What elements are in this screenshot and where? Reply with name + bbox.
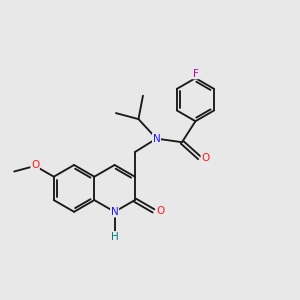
Text: O: O [156,206,164,216]
Text: H: H [111,232,119,242]
Text: N: N [111,207,119,217]
Text: O: O [31,160,39,170]
Text: N: N [153,134,160,144]
Text: F: F [193,69,198,79]
Text: O: O [201,153,209,163]
